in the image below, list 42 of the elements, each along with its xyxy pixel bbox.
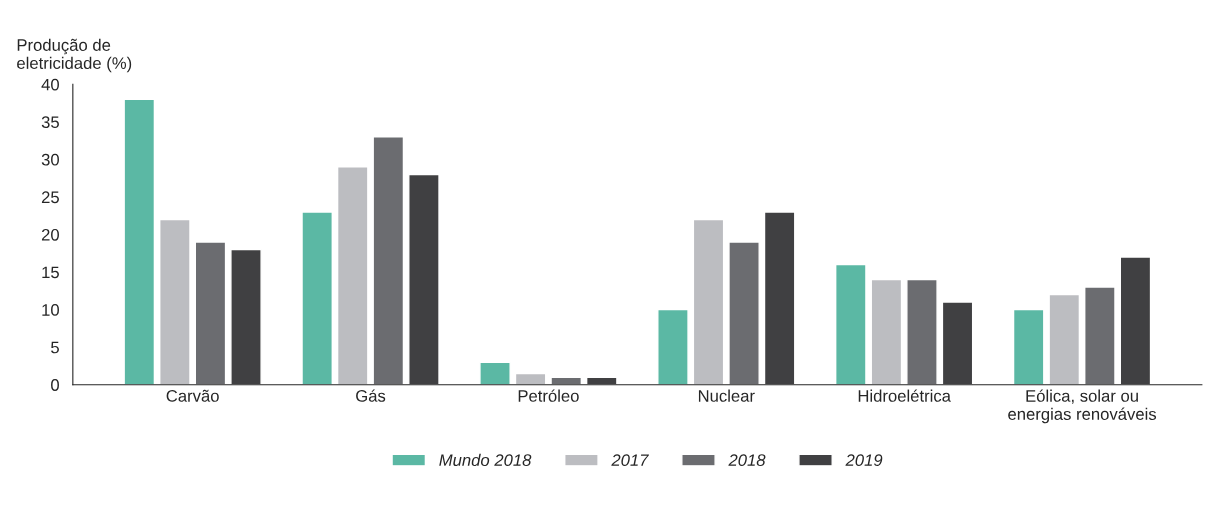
y-tick-label: 0 [51,379,59,391]
legend-label: Mundo 2018 [439,453,532,467]
legend-label: 2018 [728,454,766,467]
bar [336,166,369,385]
y-tick-label: 15 [42,266,59,279]
bar [514,372,547,385]
legend-label: 2017 [611,454,649,467]
bar [692,218,725,385]
x-tick-label: Eólica, solar ou energias renováveis [1008,389,1157,424]
bar [657,308,689,385]
y-tick-label: 20 [41,228,59,241]
bar [194,241,227,385]
bar [941,301,974,385]
bar [906,278,938,385]
bar [123,98,156,385]
y-axis-title: Produção de eletricidade (%) [17,38,132,73]
bar [408,173,440,385]
y-tick-label: 40 [41,78,59,91]
bar [479,361,511,385]
bar [372,136,405,385]
y-tick-label: 30 [41,153,59,166]
x-tick-label: Carvão [166,389,219,402]
bar [301,211,333,385]
bar [1048,293,1081,385]
x-tick-label: Gás [356,389,386,402]
bar [728,241,760,385]
bar [230,248,262,385]
legend-label: 2019 [845,454,883,467]
x-tick-label: Nuclear [698,389,755,402]
bar [1012,308,1045,385]
y-tick-label: 10 [42,304,59,316]
x-tick-label: Hidroelétrica [858,389,951,402]
bar [834,263,867,385]
bar [1119,256,1152,385]
bar [870,278,903,385]
y-tick-label: 25 [41,191,59,204]
bar [763,211,796,385]
bar [159,218,191,385]
x-tick-label: Petróleo [518,389,579,402]
y-tick-label: 35 [41,116,59,129]
y-tick-label: 5 [51,341,59,354]
bar [1084,286,1116,385]
